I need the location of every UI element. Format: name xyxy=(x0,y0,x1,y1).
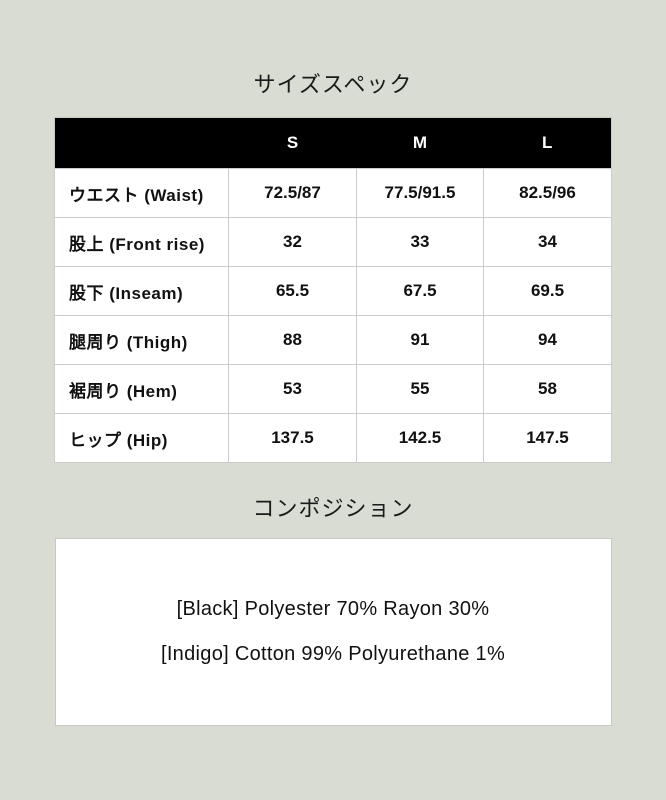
cell-value: 55 xyxy=(356,364,484,414)
header-label-cell xyxy=(54,117,229,169)
cell-value: 147.5 xyxy=(483,413,612,463)
size-spec-title: サイズスペック xyxy=(253,72,413,97)
cell-value: 82.5/96 xyxy=(483,168,612,218)
cell-value: 34 xyxy=(483,217,612,267)
cell-value: 65.5 xyxy=(228,266,357,316)
row-label: 裾周り (Hem) xyxy=(54,364,229,414)
cell-value: 67.5 xyxy=(356,266,484,316)
table-row-front-rise: 股上 (Front rise) 32 33 34 xyxy=(54,217,612,267)
cell-value: 32 xyxy=(228,217,357,267)
cell-value: 88 xyxy=(228,315,357,365)
row-label: 腿周り (Thigh) xyxy=(54,315,229,365)
row-label: 股下 (Inseam) xyxy=(54,266,229,316)
composition-panel: [Black] Polyester 70% Rayon 30% [Indigo]… xyxy=(54,538,612,726)
cell-value: 91 xyxy=(356,315,484,365)
table-row-inseam: 股下 (Inseam) 65.5 67.5 69.5 xyxy=(54,266,612,316)
row-label: ヒップ (Hip) xyxy=(54,413,229,463)
cell-value: 33 xyxy=(356,217,484,267)
composition-line-indigo: [Indigo] Cotton 99% Polyurethane 1% xyxy=(160,643,506,665)
composition-line-black: [Black] Polyester 70% Rayon 30% xyxy=(176,598,490,620)
row-label: ウエスト (Waist) xyxy=(54,168,229,218)
header-col-m: M xyxy=(356,117,484,169)
cell-value: 69.5 xyxy=(483,266,612,316)
cell-value: 77.5/91.5 xyxy=(356,168,484,218)
table-header-row: S M L xyxy=(54,117,612,169)
cell-value: 72.5/87 xyxy=(228,168,357,218)
table-row-hip: ヒップ (Hip) 137.5 142.5 147.5 xyxy=(54,413,612,463)
table-row-waist: ウエスト (Waist) 72.5/87 77.5/91.5 82.5/96 xyxy=(54,168,612,218)
table-row-thigh: 腿周り (Thigh) 88 91 94 xyxy=(54,315,612,365)
cell-value: 142.5 xyxy=(356,413,484,463)
header-col-l: L xyxy=(483,117,612,169)
row-label: 股上 (Front rise) xyxy=(54,217,229,267)
size-spec-table: S M L ウエスト (Waist) 72.5/87 77.5/91.5 82.… xyxy=(54,117,612,463)
header-col-s: S xyxy=(228,117,357,169)
composition-title: コンポジション xyxy=(252,496,414,521)
table-row-hem: 裾周り (Hem) 53 55 58 xyxy=(54,364,612,414)
cell-value: 94 xyxy=(483,315,612,365)
cell-value: 58 xyxy=(483,364,612,414)
cell-value: 53 xyxy=(228,364,357,414)
cell-value: 137.5 xyxy=(228,413,357,463)
